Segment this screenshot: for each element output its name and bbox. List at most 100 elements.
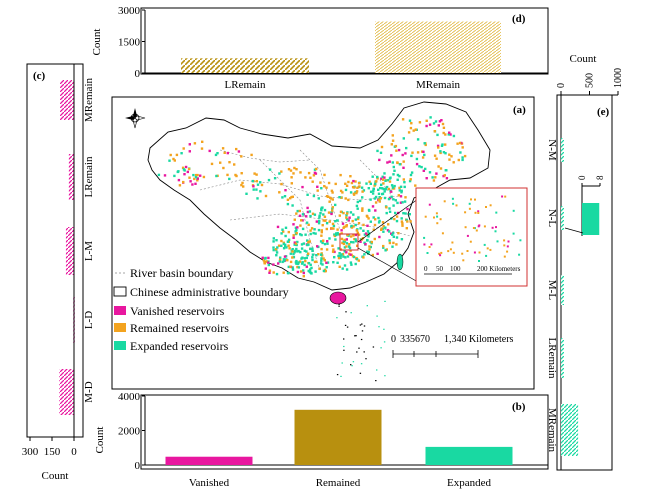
inset-scale-200: 200 Kilometers — [477, 265, 521, 273]
reservoir-point — [315, 167, 318, 171]
reservoir-point — [312, 194, 316, 198]
reservoir-point — [345, 225, 348, 228]
inset-reservoir-point — [474, 211, 477, 214]
inset-reservoir-point — [430, 243, 433, 246]
reservoir-point — [260, 183, 264, 187]
reservoir-point — [350, 263, 353, 266]
reservoir-point — [392, 173, 395, 176]
reservoir-point — [397, 232, 400, 235]
panel-b-ytick-label: 2000 — [118, 426, 141, 438]
reservoir-point — [235, 174, 238, 178]
inset-reservoir-point — [423, 243, 426, 246]
inset-reservoir-point — [501, 195, 504, 198]
inset-reservoir-point — [478, 260, 480, 262]
reservoir-point — [293, 251, 296, 254]
inset-reservoir-point — [477, 212, 480, 214]
inset-reservoir-point — [451, 197, 454, 200]
reservoir-point — [332, 261, 335, 264]
panel-e-category-label: N-M — [546, 139, 558, 161]
scale-0: 0 — [391, 334, 396, 345]
reservoir-point — [339, 254, 342, 257]
island-mark — [336, 374, 339, 376]
reservoir-point — [350, 224, 353, 228]
reservoir-point — [371, 253, 374, 257]
reservoir-point — [309, 176, 312, 179]
reservoir-point — [184, 165, 188, 169]
island-mark — [343, 349, 345, 351]
reservoir-point — [448, 158, 451, 161]
reservoir-point — [264, 194, 268, 198]
reservoir-point — [311, 256, 314, 259]
reservoir-point — [255, 180, 258, 183]
reservoir-point — [303, 257, 306, 260]
panel-d-ytick-label: 1500 — [118, 37, 141, 49]
reservoir-point — [337, 254, 340, 258]
reservoir-point — [311, 249, 314, 252]
panel-b-xtick-label: Remained — [316, 477, 361, 489]
reservoir-point — [318, 216, 321, 219]
reservoir-point — [343, 238, 346, 242]
panel-e-category-label: LRemain — [546, 338, 558, 379]
reservoir-point — [409, 178, 412, 181]
reservoir-point — [349, 261, 353, 264]
reservoir-point — [380, 177, 383, 180]
reservoir-point — [346, 255, 350, 258]
reservoir-point — [428, 123, 432, 126]
reservoir-point — [402, 212, 405, 215]
reservoir-point — [299, 270, 303, 273]
reservoir-point — [378, 235, 381, 239]
reservoir-point — [325, 261, 328, 264]
reservoir-point — [345, 238, 348, 241]
reservoir-point — [253, 172, 256, 175]
reservoir-point — [319, 240, 323, 243]
reservoir-point — [434, 176, 437, 179]
reservoir-point — [331, 198, 334, 201]
reservoir-point — [425, 177, 428, 180]
reservoir-point — [277, 244, 281, 247]
reservoir-point — [194, 182, 197, 185]
reservoir-point — [286, 240, 290, 243]
reservoir-point — [410, 154, 413, 158]
reservoir-point — [402, 166, 405, 169]
reservoir-point — [376, 149, 379, 153]
reservoir-point — [401, 153, 404, 157]
reservoir-point — [402, 137, 405, 140]
taiwan-island — [396, 253, 404, 271]
panel-c-category-label: L-D — [83, 311, 95, 329]
island-mark — [383, 341, 386, 343]
reservoir-point — [391, 245, 394, 248]
inset-reservoir-point — [455, 204, 458, 207]
panel-a-map: (a) — [111, 96, 535, 390]
reservoir-point — [388, 207, 391, 210]
reservoir-point — [196, 179, 199, 182]
reservoir-point — [281, 228, 284, 231]
reservoir-point — [282, 258, 286, 261]
reservoir-point — [405, 218, 408, 222]
reservoir-point — [358, 185, 361, 188]
reservoir-point — [320, 187, 323, 190]
reservoir-point — [325, 186, 328, 189]
reservoir-point — [306, 193, 309, 196]
reservoir-point — [333, 250, 336, 254]
reservoir-point — [389, 176, 392, 179]
reservoir-point — [442, 131, 445, 135]
reservoir-point — [291, 248, 294, 251]
reservoir-point — [442, 174, 445, 178]
reservoir-point — [350, 226, 354, 229]
reservoir-point — [330, 212, 333, 216]
reservoir-point — [298, 260, 302, 263]
panel-b: (b) Count 0 2000 4000 Vanished Remained Expa… — [94, 391, 549, 489]
panel-a-label: (a) — [513, 104, 526, 116]
reservoir-point — [323, 173, 326, 177]
reservoir-point — [305, 215, 308, 218]
panel-e-bar-n-l — [561, 206, 564, 230]
panel-e-inset-tick-label: 8 — [595, 175, 605, 180]
panel-e-label: (e) — [597, 106, 610, 118]
reservoir-point — [223, 151, 226, 154]
reservoir-point — [336, 219, 339, 222]
reservoir-point — [321, 263, 324, 266]
reservoir-point — [385, 206, 388, 209]
reservoir-point — [306, 210, 310, 214]
reservoir-point — [354, 180, 357, 183]
panel-c: (c) 300 150 0 MRemain LRemain L-M L-D M-D Count — [22, 63, 95, 482]
